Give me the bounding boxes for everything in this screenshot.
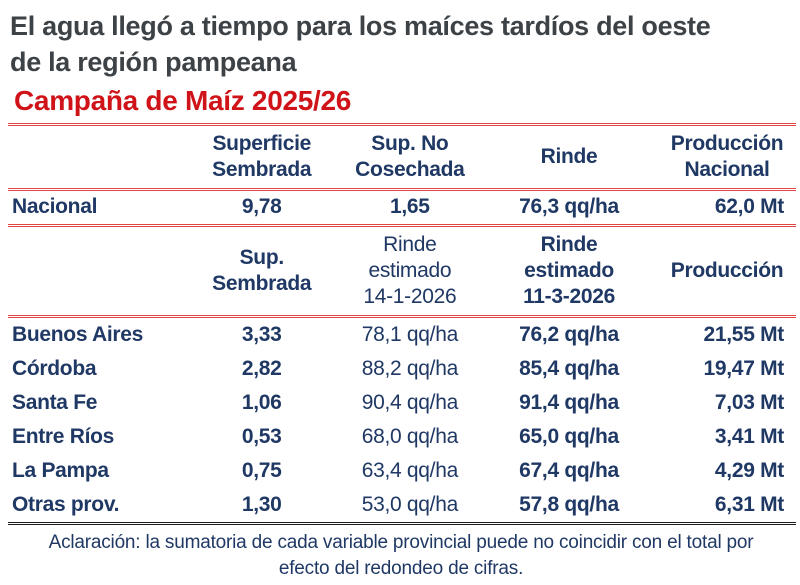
produccion-value: 19,47 Mt — [703, 357, 785, 380]
province-label: Santa Fe — [12, 391, 98, 414]
national-produccion-value: 62,0 Mt — [658, 189, 796, 227]
produccion-value: 4,29 Mt — [714, 459, 784, 482]
header-produccion-nacional: Producción Nacional — [658, 123, 796, 191]
rinde-ene-value: 88,2 qq/ha — [361, 357, 459, 380]
rinde-mar-value: 91,4 qq/ha — [519, 391, 619, 414]
national-row-label: Nacional — [8, 189, 184, 227]
rinde-mar-value: 76,2 qq/ha — [519, 323, 619, 346]
sup-sembrada-value: 1,30 — [183, 488, 340, 525]
page-title: El agua llegó a tiempo para los maíces t… — [10, 8, 794, 80]
rinde-mar-value: 57,8 qq/ha — [479, 488, 659, 525]
rinde-ene-value: 90,4 qq/ha — [361, 391, 459, 414]
national-no-cosechada-value: 1,65 — [339, 189, 480, 227]
sup-sembrada-value: 1,06 — [241, 391, 282, 414]
table-row-entre-rios: Entre Ríos 0,53 68,0 qq/ha 65,0 qq/ha 3,… — [8, 420, 796, 454]
province-label: Otras prov. — [8, 488, 184, 525]
province-label: Entre Ríos — [12, 425, 115, 448]
header-rinde-estimado-ene: Rinde estimado 14-1-2026 — [339, 225, 480, 318]
province-label: La Pampa — [12, 459, 109, 482]
province-label: Buenos Aires — [12, 323, 143, 346]
rinde-mar-value: 67,4 qq/ha — [519, 459, 619, 482]
sup-sembrada-value: 3,33 — [241, 323, 282, 346]
rinde-ene-value: 78,1 qq/ha — [361, 323, 459, 346]
sup-sembrada-value: 2,82 — [241, 357, 282, 380]
table-row-buenos-aires: Buenos Aires 3,33 78,1 qq/ha 76,2 qq/ha … — [8, 317, 796, 353]
national-header-empty-cell — [8, 123, 184, 191]
header-superficie-sembrada: Superficie Sembrada — [183, 123, 340, 191]
campaign-subtitle: Campaña de Maíz 2025/26 — [14, 85, 352, 116]
header-sup-no-cosechada: Sup. No Cosechada — [339, 123, 480, 191]
rinde-mar-value: 65,0 qq/ha — [519, 425, 619, 448]
table-row-cordoba: Córdoba 2,82 88,2 qq/ha 85,4 qq/ha 19,47… — [8, 352, 796, 386]
header-rinde: Rinde — [479, 123, 659, 191]
table-row-santa-fe: Santa Fe 1,06 90,4 qq/ha 91,4 qq/ha 7,03… — [8, 386, 796, 420]
sup-sembrada-value: 0,75 — [241, 459, 282, 482]
table-row-la-pampa: La Pampa 0,75 63,4 qq/ha 67,4 qq/ha 4,29… — [8, 454, 796, 488]
page-title-line2: de la región pampeana — [10, 47, 297, 77]
province-header-row: Sup. Sembrada Rinde estimado 14-1-2026 R… — [8, 225, 796, 318]
produccion-value: 7,03 Mt — [714, 391, 784, 414]
page-title-line1: El agua llegó a tiempo para los maíces t… — [10, 11, 711, 41]
national-superficie-value: 9,78 — [183, 189, 340, 227]
produccion-value: 21,55 Mt — [703, 323, 785, 346]
footnote-line1: Aclaración: la sumatoria de cada variabl… — [48, 532, 754, 553]
national-header-row: Superficie Sembrada Sup. No Cosechada Ri… — [8, 123, 796, 191]
produccion-value: 3,41 Mt — [714, 425, 784, 448]
national-rinde-value: 76,3 qq/ha — [479, 189, 659, 227]
produccion-value: 6,31 Mt — [658, 488, 796, 525]
rinde-ene-value: 63,4 qq/ha — [361, 459, 459, 482]
header-rinde-estimado-mar: Rinde estimado 11-3-2026 — [479, 225, 659, 318]
national-data-row: Nacional 9,78 1,65 76,3 qq/ha 62,0 Mt — [8, 189, 796, 227]
footnote-line2: efecto del redondeo de cifras. — [278, 558, 524, 579]
rinde-mar-value: 85,4 qq/ha — [519, 357, 619, 380]
province-header-empty-cell — [8, 225, 184, 318]
table-row-otras-prov: Otras prov. 1,30 53,0 qq/ha 57,8 qq/ha 6… — [8, 488, 796, 525]
header-sup-sembrada: Sup. Sembrada — [183, 225, 340, 318]
province-label: Córdoba — [12, 357, 97, 380]
header-produccion: Producción — [658, 225, 796, 318]
table-footnote: Aclaración: la sumatoria de cada variabl… — [8, 530, 794, 582]
rinde-ene-value: 53,0 qq/ha — [339, 488, 480, 525]
corn-campaign-table: Superficie Sembrada Sup. No Cosechada Ri… — [8, 123, 796, 525]
sup-sembrada-value: 0,53 — [241, 425, 282, 448]
rinde-ene-value: 68,0 qq/ha — [361, 425, 459, 448]
